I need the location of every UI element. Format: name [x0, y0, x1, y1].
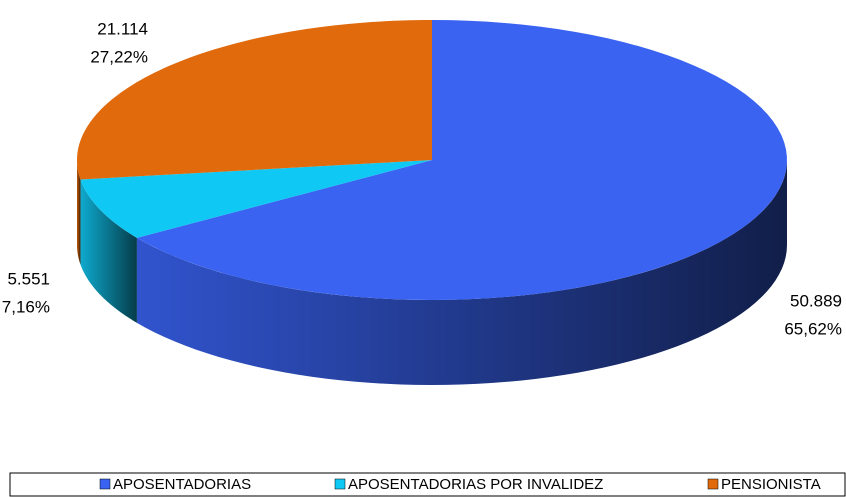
value-label: 21.114	[97, 19, 148, 38]
slice	[77, 20, 432, 180]
legend-label: APOSENTADORIAS	[113, 476, 251, 493]
percent-label: 7,16%	[2, 297, 50, 316]
percent-label: 27,22%	[90, 47, 148, 66]
slice-side	[77, 160, 81, 265]
slice	[136, 20, 787, 300]
percent-label: 65,62%	[784, 319, 842, 338]
value-label: 5.551	[7, 269, 50, 288]
legend-label: PENSIONISTA	[721, 476, 821, 493]
slice	[80, 160, 432, 238]
value-label: 50.889	[790, 291, 842, 310]
legend-box	[9, 472, 846, 497]
slice-side	[136, 160, 787, 385]
legend-swatch	[707, 478, 719, 490]
slice-side	[80, 179, 137, 323]
legend-swatch	[99, 478, 111, 490]
legend-label: APOSENTADORIAS POR INVALIDEZ	[348, 476, 603, 493]
legend-swatch	[334, 478, 346, 490]
